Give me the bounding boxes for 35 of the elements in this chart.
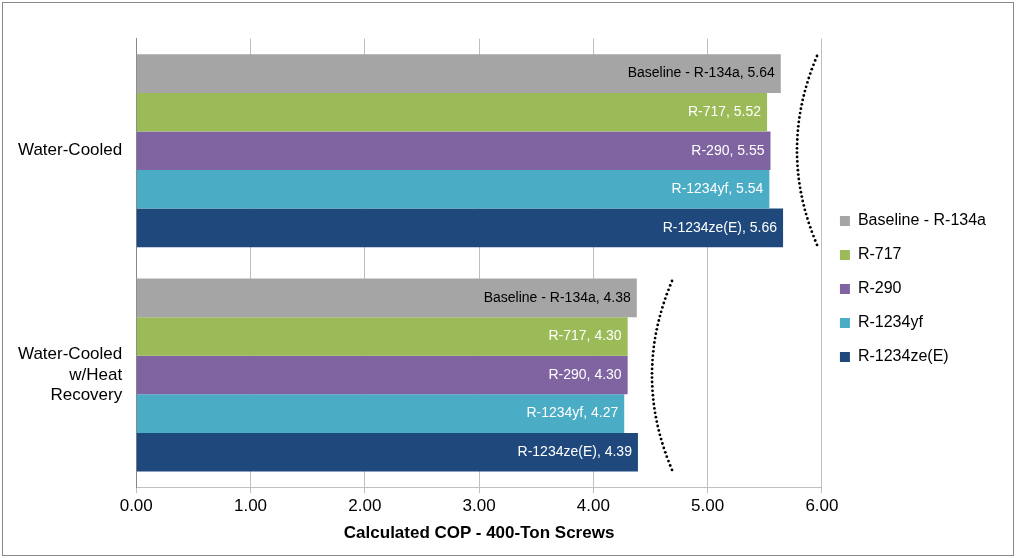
x-tick-label: 5.00	[691, 496, 725, 516]
data-label: R-1234ze(E), 5.66	[662, 218, 778, 235]
x-tick-label: 4.00	[576, 496, 610, 516]
x-tick-label: 3.00	[462, 496, 496, 516]
data-label: R-1234yf, 4.27	[526, 404, 619, 421]
data-label: R-1234yf, 5.54	[671, 180, 764, 197]
x-tick-label: 2.00	[348, 496, 382, 516]
legend-label: R-1234yf	[857, 313, 924, 331]
data-label: R-290, 5.55	[691, 141, 765, 158]
bar	[136, 432, 638, 472]
data-label: R-290, 4.30	[548, 365, 622, 382]
x-tick-label: 0.00	[119, 496, 153, 516]
data-label: R-717, 4.30	[548, 327, 622, 344]
bar	[136, 54, 781, 93]
bar	[136, 92, 768, 132]
bar	[136, 131, 771, 171]
bar	[136, 170, 770, 209]
data-label: Baseline - R-134a, 4.38	[483, 288, 631, 305]
legend-label: R-717	[857, 245, 902, 263]
data-label: Baseline - R-134a, 5.64	[627, 64, 775, 81]
data-label: R-1234ze(E), 4.39	[517, 443, 633, 460]
y-tick-label: Water-Cooled w/Heat Recovery	[17, 344, 123, 405]
x-axis-title: Calculated COP - 400-Ton Screws	[343, 523, 615, 543]
bar	[136, 317, 628, 356]
bar	[136, 208, 784, 248]
bar	[136, 278, 637, 318]
x-tick-label: 6.00	[805, 496, 839, 516]
bar	[136, 394, 625, 433]
bar	[136, 355, 628, 395]
x-tick-label: 1.00	[233, 496, 268, 516]
legend-label: Baseline - R-134a	[857, 211, 987, 229]
data-label: R-717, 5.52	[687, 103, 762, 120]
legend-label: R-290	[857, 279, 902, 297]
legend-label: R-1234ze(E)	[857, 347, 949, 365]
y-tick-label: Water-Cooled	[17, 140, 123, 160]
